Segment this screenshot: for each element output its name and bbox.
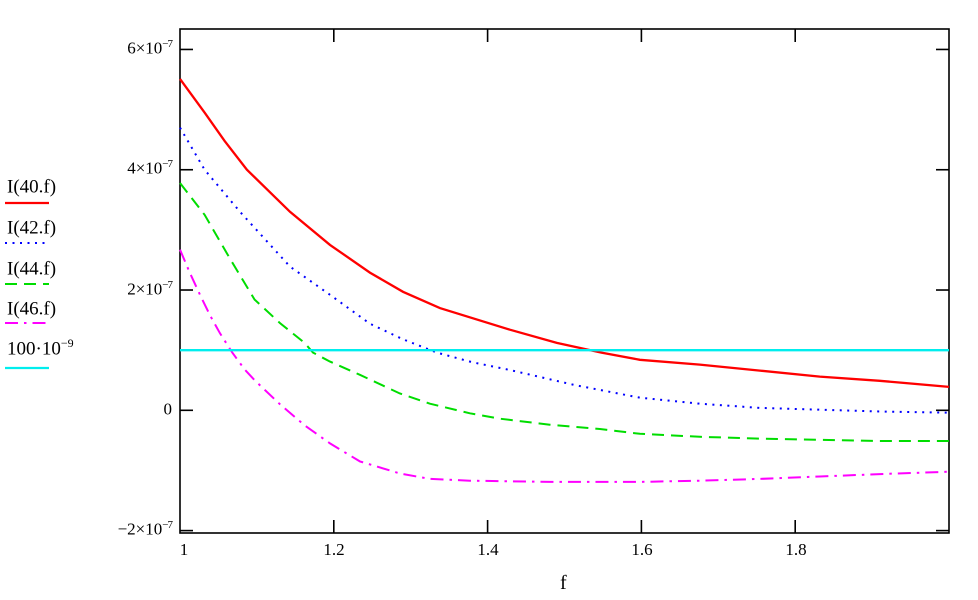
y-tick-base: 4×10 (127, 158, 163, 178)
y-tick-label-2e-7: 2×10−7 (60, 279, 173, 300)
y-tick-label-neg2e-7: −2×10−7 (60, 519, 173, 540)
y-tick-base: 6×10 (127, 38, 163, 58)
x-tick-label-1: 1 (179, 540, 189, 559)
y-tick-exponent: −7 (162, 158, 173, 170)
legend-text: I(44.f) (7, 258, 57, 280)
y-tick-label-6e-7: 6×10−7 (60, 38, 173, 59)
y-tick-base: 0 (163, 399, 173, 419)
legend-label-I46: I(46.f) (7, 296, 56, 320)
y-tick-base: 2×10 (127, 279, 163, 299)
y-tick-exponent: −7 (162, 279, 173, 291)
plot-border (179, 28, 950, 534)
legend-text: 100·10 (7, 338, 61, 360)
x-tick-label-1-4: 1.4 (477, 540, 499, 559)
y-tick-label-0: 0 (60, 399, 173, 420)
y-tick-exponent: −7 (162, 38, 173, 50)
curve-I(44.f) (179, 182, 949, 442)
curve-I(42.f) (179, 127, 950, 414)
legend-label-I42: I(42.f) (7, 215, 56, 239)
x-tick-label-1-8: 1.8 (785, 540, 807, 559)
legend-text: I(42.f) (7, 217, 57, 239)
y-tick-label-4e-7: 4×10−7 (60, 158, 173, 179)
legend-text: I(40.f) (7, 176, 57, 198)
curve-I(40.f) (179, 78, 950, 389)
x-tick-label-1-6: 1.6 (631, 540, 653, 559)
legend-label-threshold: 100·10−9 (7, 336, 74, 360)
x-axis-title: f (560, 572, 567, 594)
legend-label-I40: I(40.f) (7, 174, 56, 198)
legend-label-I44: I(44.f) (7, 256, 56, 280)
curve-I(46.f) (179, 249, 950, 483)
x-tick-label-1-2: 1.2 (323, 540, 345, 559)
legend-text: I(46.f) (7, 298, 57, 320)
legend-exponent: −9 (60, 336, 74, 350)
y-tick-exponent: −7 (162, 519, 173, 531)
y-tick-base: −2×10 (117, 519, 163, 539)
